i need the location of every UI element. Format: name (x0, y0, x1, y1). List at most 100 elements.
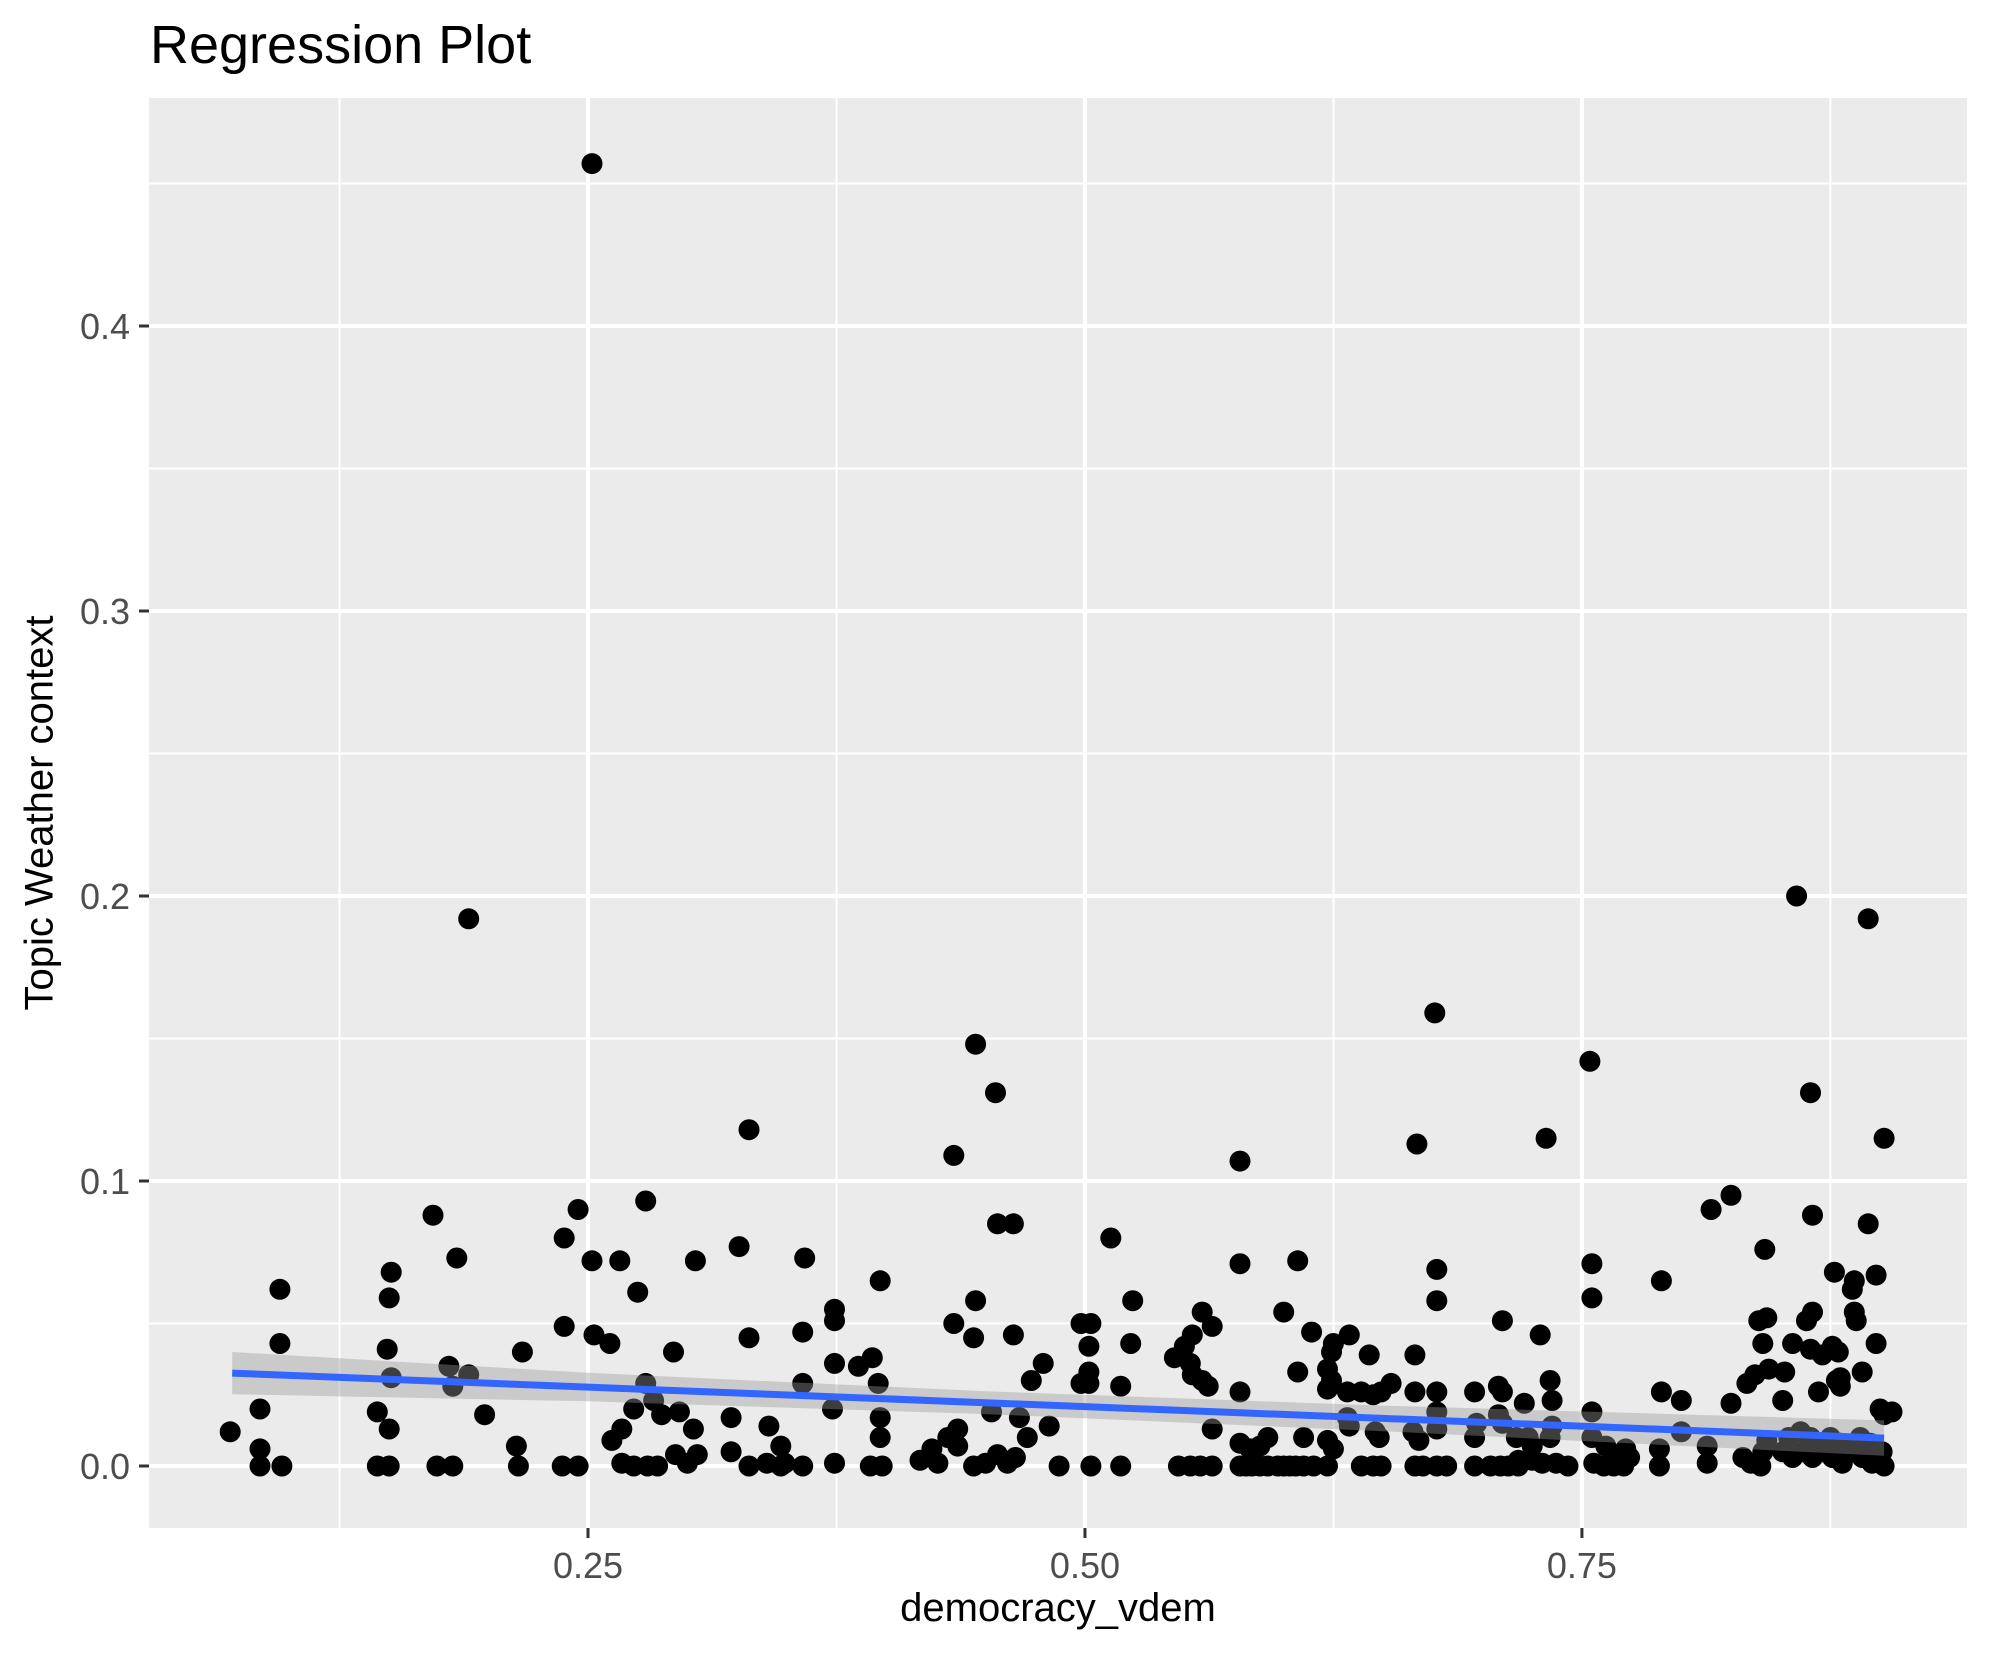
data-point (1648, 1455, 1670, 1477)
data-point (378, 1455, 400, 1477)
plot-title: Regression Plot (150, 15, 532, 75)
data-point (1491, 1310, 1513, 1332)
data-point (1648, 1438, 1670, 1460)
data-point (1002, 1324, 1024, 1346)
data-point (1229, 1150, 1251, 1172)
y-axis-title: Topic Weather context (17, 615, 62, 1011)
data-point (1406, 1133, 1428, 1155)
data-point (1257, 1427, 1279, 1448)
data-point (1078, 1372, 1100, 1394)
data-point (738, 1327, 760, 1349)
data-point (663, 1341, 684, 1363)
data-point (1338, 1324, 1360, 1346)
data-point (567, 1199, 589, 1220)
data-point (1122, 1290, 1144, 1312)
data-point (1004, 1447, 1026, 1468)
data-point (1229, 1253, 1251, 1275)
data-point (1120, 1333, 1142, 1354)
data-point (682, 1418, 704, 1440)
data-point (442, 1455, 464, 1477)
data-point (1845, 1310, 1867, 1332)
data-point (581, 1250, 603, 1272)
data-point (965, 1290, 987, 1312)
data-point (1696, 1435, 1718, 1457)
data-point (1287, 1361, 1309, 1383)
data-point (1032, 1352, 1054, 1374)
data-point (1873, 1127, 1895, 1149)
data-point (249, 1438, 271, 1460)
data-point (601, 1429, 623, 1451)
data-point (1426, 1290, 1448, 1312)
data-point (1110, 1375, 1132, 1397)
y-tick-label: 0.0 (80, 1446, 130, 1487)
data-point (738, 1455, 760, 1477)
data-point (1358, 1344, 1380, 1366)
data-point (947, 1418, 969, 1440)
data-point (1579, 1050, 1601, 1072)
data-point (249, 1455, 271, 1477)
data-point (1752, 1333, 1774, 1354)
data-point (1529, 1324, 1551, 1346)
data-point (553, 1315, 575, 1337)
data-point (1865, 1333, 1887, 1354)
data-point (943, 1313, 965, 1334)
data-point (446, 1247, 468, 1269)
data-point (1772, 1390, 1794, 1411)
data-point (1650, 1270, 1672, 1292)
data-point (1201, 1418, 1223, 1440)
data-point (269, 1333, 291, 1354)
data-point (1408, 1429, 1430, 1451)
data-point (366, 1401, 388, 1423)
data-point (728, 1236, 750, 1258)
data-point (824, 1452, 845, 1474)
data-point (987, 1213, 1008, 1235)
data-point (1539, 1370, 1561, 1391)
data-point (684, 1250, 706, 1272)
data-point (1008, 1407, 1030, 1429)
data-point (380, 1261, 402, 1283)
data-point (794, 1247, 816, 1269)
data-point (269, 1278, 291, 1300)
data-point (1426, 1381, 1448, 1403)
data-point (1535, 1127, 1557, 1149)
data-point (219, 1421, 241, 1443)
data-point (1539, 1427, 1561, 1448)
data-point (758, 1415, 780, 1437)
data-point (1800, 1082, 1821, 1104)
data-point (1464, 1427, 1486, 1448)
regression-line (232, 1369, 1885, 1442)
data-point (1229, 1381, 1251, 1403)
data-point (861, 1347, 883, 1369)
data-point (249, 1398, 271, 1420)
data-point (1322, 1438, 1344, 1460)
plot-panel (149, 98, 1967, 1528)
data-point (1273, 1301, 1295, 1323)
data-point (1404, 1344, 1426, 1366)
data-point (1436, 1455, 1458, 1477)
data-point (963, 1327, 985, 1349)
data-point (1464, 1381, 1486, 1403)
data-point (583, 1324, 605, 1346)
data-point (869, 1270, 891, 1292)
x-axis-title: democracy_vdem (900, 1586, 1216, 1630)
data-point (871, 1455, 893, 1477)
data-point (1201, 1455, 1223, 1477)
data-point (1038, 1415, 1060, 1437)
data-point (651, 1404, 673, 1426)
data-point (1317, 1378, 1338, 1400)
data-point (1720, 1392, 1742, 1414)
data-point (438, 1355, 460, 1377)
data-point (1338, 1415, 1360, 1437)
data-point (1857, 1213, 1879, 1235)
data-point (1756, 1307, 1778, 1329)
data-point (1293, 1427, 1315, 1448)
data-point (1491, 1381, 1513, 1403)
data-point (1857, 908, 1879, 930)
data-point (507, 1455, 529, 1477)
data-point (1744, 1364, 1766, 1386)
data-point (1287, 1250, 1309, 1272)
data-point (1368, 1427, 1390, 1448)
data-point (1557, 1455, 1579, 1477)
data-point (1317, 1455, 1338, 1477)
